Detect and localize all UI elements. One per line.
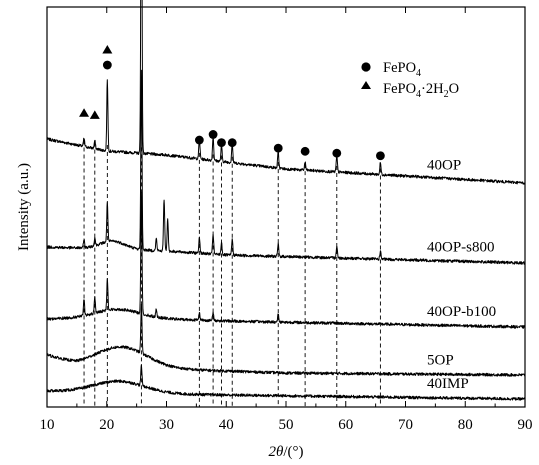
x-tick-label: 50 (279, 417, 294, 433)
fepo4-marker (208, 130, 218, 139)
y-axis-label: Intensity (a.u.) (16, 163, 32, 251)
fepo4-dihydrate-marker (102, 45, 113, 54)
fepo4-marker (194, 135, 204, 145)
x-tick-label: 70 (398, 417, 413, 433)
series-line-40op (46, 0, 526, 185)
x-axis-ticks: 10 20 30 40 50 60 70 80 90 (40, 7, 533, 433)
x-tick-label: 20 (99, 417, 114, 433)
fepo4-marker (227, 138, 237, 148)
sample-label-40imp: 40IMP (427, 376, 469, 392)
sample-label-40op-b100: 40OP-b100 (427, 304, 496, 320)
x-tick-label: 80 (458, 417, 473, 433)
fepo4-marker (102, 60, 112, 70)
fepo4-marker (332, 148, 342, 158)
sample-label-5op: 5OP (427, 353, 454, 369)
reference-lines (83, 140, 381, 407)
series-line-5op (46, 303, 526, 377)
sample-labels: 40OP 40OP-s800 40OP-b100 5OP 40IMP (427, 158, 496, 393)
legend: FePO4 FePO4·2H2O (361, 60, 459, 100)
x-tick-label: 30 (159, 417, 174, 433)
x-tick-label: 40 (219, 417, 234, 433)
legend-circle-marker (361, 62, 371, 72)
legend-label-fepo4-dihydrate: FePO4·2H2O (383, 81, 459, 100)
sample-label-40op: 40OP (427, 158, 461, 174)
x-tick-label: 10 (40, 417, 55, 433)
fepo4-dihydrate-marker (79, 108, 90, 117)
fepo4-dihydrate-marker (89, 110, 100, 119)
x-axis-label: 2θ/(°) (268, 444, 303, 460)
series-line-40imp (46, 364, 526, 401)
sample-label-40op-s800: 40OP-s800 (427, 239, 495, 255)
legend-triangle-marker (361, 81, 371, 89)
x-tick-label: 90 (518, 417, 533, 433)
fepo4-marker (217, 138, 226, 148)
series-traces (46, 0, 526, 401)
x-tick-label: 60 (338, 417, 353, 433)
phase-markers (79, 45, 385, 161)
fepo4-marker (273, 143, 283, 153)
legend-label-fepo4: FePO4 (383, 60, 421, 79)
series-line-40op-b100 (46, 191, 526, 329)
fepo4-marker (376, 151, 385, 161)
series-line-40op-s800 (46, 69, 526, 265)
fepo4-marker (300, 146, 310, 156)
